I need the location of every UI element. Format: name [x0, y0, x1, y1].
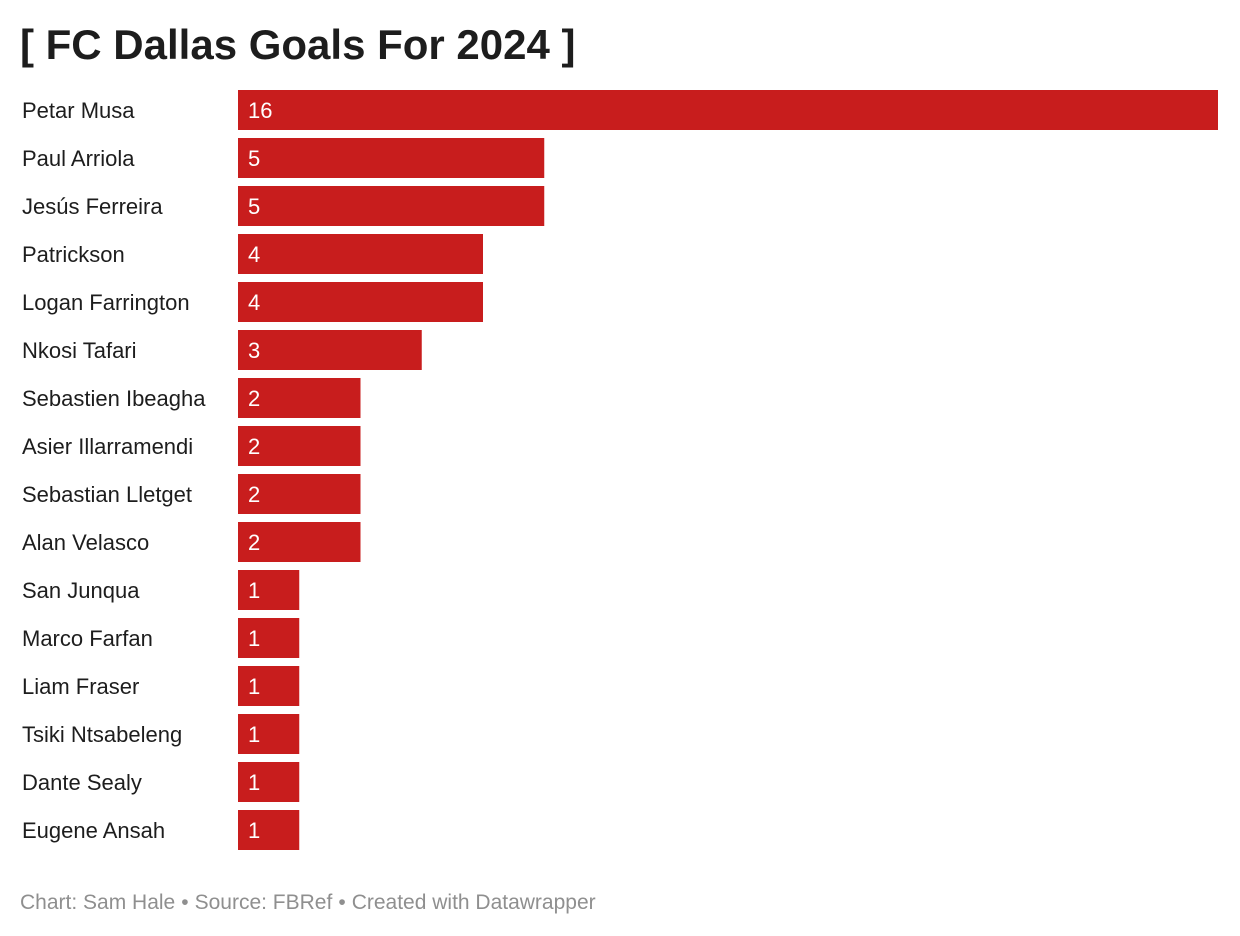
- category-label: Asier Illarramendi: [22, 434, 193, 459]
- bar: [238, 810, 300, 850]
- category-label: Dante Sealy: [22, 770, 142, 795]
- chart-footer: Chart: Sam Hale • Source: FBRef • Created wi…: [20, 889, 596, 917]
- bar-value-label: 1: [248, 578, 260, 603]
- footer-chart-credit: Chart: Sam Hale: [20, 891, 176, 914]
- bar-value-label: 1: [248, 722, 260, 747]
- bar-value-label: 1: [248, 818, 260, 843]
- bar: [238, 522, 361, 562]
- bar-value-label: 1: [248, 770, 260, 795]
- category-label: Paul Arriola: [22, 146, 135, 171]
- bar: [238, 234, 483, 274]
- chart-title: [ FC Dallas Goals For 2024 ]: [20, 21, 576, 68]
- bar: [238, 474, 361, 514]
- footer-source: Source: FBRef: [194, 891, 333, 914]
- bar: [238, 426, 361, 466]
- category-label: Liam Fraser: [22, 674, 139, 699]
- bar: [238, 330, 422, 370]
- bar-value-label: 4: [248, 290, 260, 315]
- bar: [238, 282, 483, 322]
- category-label: Tsiki Ntsabeleng: [22, 722, 182, 747]
- category-label: Marco Farfan: [22, 626, 153, 651]
- category-label: Petar Musa: [22, 98, 135, 123]
- bar-chart: Petar Musa 16 Paul Arriola 5 Jesús Ferreira 5…: [22, 90, 1218, 850]
- category-label: Nkosi Tafari: [22, 338, 137, 363]
- bar-value-label: 4: [248, 242, 260, 267]
- bar: [238, 138, 545, 178]
- bar-value-label: 16: [248, 98, 272, 123]
- bar: [238, 618, 300, 658]
- bar-value-label: 3: [248, 338, 260, 363]
- footer-tool: Created with Datawrapper: [351, 891, 596, 914]
- bar-value-label: 2: [248, 482, 260, 507]
- footer-separator: •: [181, 891, 189, 914]
- bar: [238, 714, 300, 754]
- bar: [238, 90, 1218, 130]
- bar: [238, 378, 361, 418]
- footer-separator: •: [338, 891, 346, 914]
- category-label: Sebastien Ibeagha: [22, 386, 206, 411]
- category-label: Patrickson: [22, 242, 125, 267]
- bar: [238, 570, 300, 610]
- bar-value-label: 2: [248, 386, 260, 411]
- category-label: Eugene Ansah: [22, 818, 165, 843]
- bar-value-label: 1: [248, 674, 260, 699]
- bar-value-label: 2: [248, 434, 260, 459]
- bar-value-label: 2: [248, 530, 260, 555]
- bar-value-label: 5: [248, 146, 260, 171]
- category-label: Sebastian Lletget: [22, 482, 192, 507]
- bar: [238, 186, 545, 226]
- bar-value-label: 5: [248, 194, 260, 219]
- bar: [238, 666, 300, 706]
- bar-value-label: 1: [248, 626, 260, 651]
- category-label: San Junqua: [22, 578, 140, 603]
- category-label: Alan Velasco: [22, 530, 149, 555]
- bar: [238, 762, 300, 802]
- category-label: Jesús Ferreira: [22, 194, 163, 219]
- category-label: Logan Farrington: [22, 290, 190, 315]
